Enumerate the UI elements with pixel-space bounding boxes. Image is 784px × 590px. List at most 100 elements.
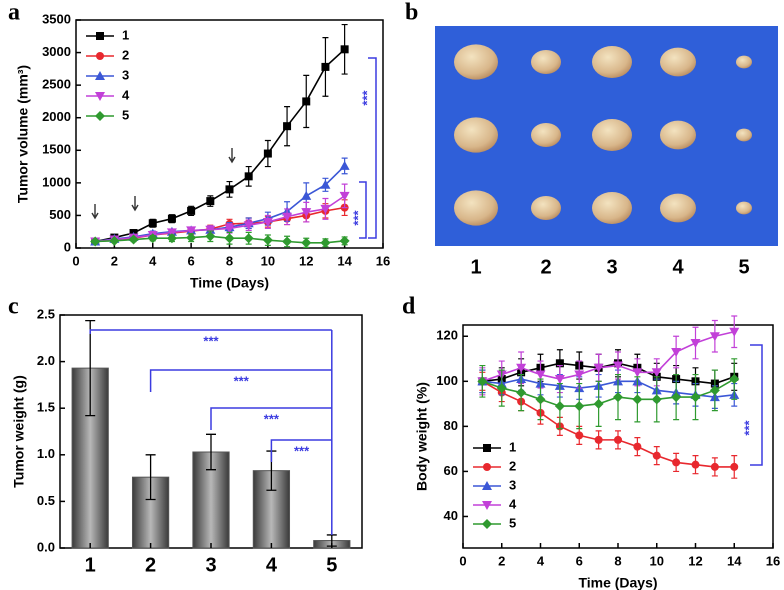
photo-panel: b 1 2 3 4 5 bbox=[405, 0, 778, 278]
marker bbox=[109, 235, 120, 246]
y-tick-label: 1000 bbox=[42, 174, 71, 189]
marker bbox=[671, 392, 682, 403]
marker bbox=[633, 442, 642, 451]
marker bbox=[593, 398, 604, 409]
marker bbox=[339, 235, 350, 246]
marker bbox=[147, 233, 158, 244]
marker bbox=[206, 197, 215, 206]
legend-label: 3 bbox=[122, 67, 129, 82]
marker bbox=[575, 431, 584, 440]
marker bbox=[262, 217, 273, 227]
tumor bbox=[736, 201, 752, 215]
y-tick-label: 2500 bbox=[42, 77, 71, 92]
y-tick-label: 1500 bbox=[42, 142, 71, 157]
marker bbox=[320, 237, 331, 248]
marker bbox=[148, 219, 157, 228]
y-tick-label: 2.0 bbox=[37, 353, 55, 368]
marker bbox=[90, 236, 101, 247]
marker bbox=[594, 435, 603, 444]
series-line bbox=[482, 330, 735, 383]
bracket bbox=[368, 57, 377, 239]
bracket bbox=[359, 181, 367, 239]
error-bar bbox=[145, 454, 156, 501]
legend-label: 1 bbox=[122, 27, 129, 42]
marker bbox=[321, 62, 330, 71]
annotation: *** bbox=[741, 419, 756, 435]
tumor bbox=[454, 117, 498, 153]
y-tick-label: 0.0 bbox=[37, 539, 55, 554]
error-bar bbox=[206, 433, 216, 471]
x-tick-label: 12 bbox=[299, 253, 313, 268]
marker bbox=[166, 233, 177, 244]
marker bbox=[301, 208, 312, 218]
tumor bbox=[592, 119, 632, 151]
marker bbox=[205, 225, 216, 235]
panel-letter: a bbox=[8, 0, 20, 26]
dose-arrow bbox=[228, 148, 236, 164]
x-tick-label: 3 bbox=[205, 554, 216, 576]
marker bbox=[554, 375, 565, 385]
marker bbox=[301, 190, 312, 200]
y-tick-label: 1.0 bbox=[37, 446, 55, 461]
marker bbox=[730, 462, 739, 471]
x-tick-label: 2 bbox=[111, 253, 118, 268]
legend-marker bbox=[96, 32, 104, 40]
marker bbox=[516, 363, 527, 373]
bracket bbox=[149, 369, 332, 392]
marker bbox=[224, 233, 235, 244]
x-tick-label: 6 bbox=[188, 253, 195, 268]
marker bbox=[302, 97, 311, 106]
x-tick-label: 10 bbox=[261, 253, 275, 268]
tumor bbox=[660, 193, 696, 223]
marker bbox=[729, 374, 740, 385]
legend-label: 1 bbox=[509, 439, 516, 454]
tumor bbox=[531, 50, 561, 74]
marker bbox=[671, 348, 682, 358]
x-tick-label: 2 bbox=[498, 553, 505, 568]
marker bbox=[224, 224, 235, 234]
legend-label: 5 bbox=[122, 107, 129, 122]
series-line bbox=[482, 378, 735, 398]
marker bbox=[613, 392, 623, 403]
y-tick-label: 2000 bbox=[42, 109, 71, 124]
legend-marker bbox=[482, 519, 492, 529]
x-tick-label: 16 bbox=[376, 253, 390, 268]
marker bbox=[263, 149, 272, 158]
legend-label: 2 bbox=[509, 458, 516, 473]
marker bbox=[574, 370, 585, 380]
x-tick-label: 8 bbox=[614, 553, 621, 568]
marker bbox=[283, 122, 292, 131]
marker bbox=[651, 394, 662, 405]
tumor bbox=[736, 55, 752, 69]
marker bbox=[128, 234, 139, 245]
x-tick-label: 5 bbox=[326, 554, 337, 576]
marker bbox=[516, 387, 527, 398]
legend-label: 4 bbox=[122, 87, 130, 102]
photo-label: 5 bbox=[738, 256, 749, 278]
marker bbox=[166, 228, 177, 238]
panel-letter: d bbox=[402, 294, 416, 320]
marker bbox=[225, 185, 234, 194]
x-axis-title: Time (Days) bbox=[578, 575, 657, 590]
y-tick-label: 60 bbox=[444, 463, 458, 478]
tumor bbox=[531, 196, 561, 220]
x-tick-label: 10 bbox=[650, 553, 664, 568]
photo-label: 3 bbox=[606, 256, 617, 278]
legend-marker bbox=[483, 463, 491, 471]
y-tick-label: 3500 bbox=[42, 11, 71, 26]
y-tick-label: 80 bbox=[444, 418, 458, 433]
marker bbox=[187, 206, 196, 215]
marker bbox=[243, 233, 254, 244]
bracket bbox=[750, 344, 763, 466]
x-tick-label: 14 bbox=[337, 253, 352, 268]
marker bbox=[262, 235, 273, 246]
dose-arrow bbox=[131, 196, 139, 212]
legend-marker bbox=[95, 71, 105, 80]
marker bbox=[632, 394, 643, 405]
x-tick-label: 2 bbox=[145, 554, 156, 576]
annotation: *** bbox=[264, 411, 280, 426]
marker bbox=[614, 435, 622, 444]
marker bbox=[282, 236, 293, 247]
